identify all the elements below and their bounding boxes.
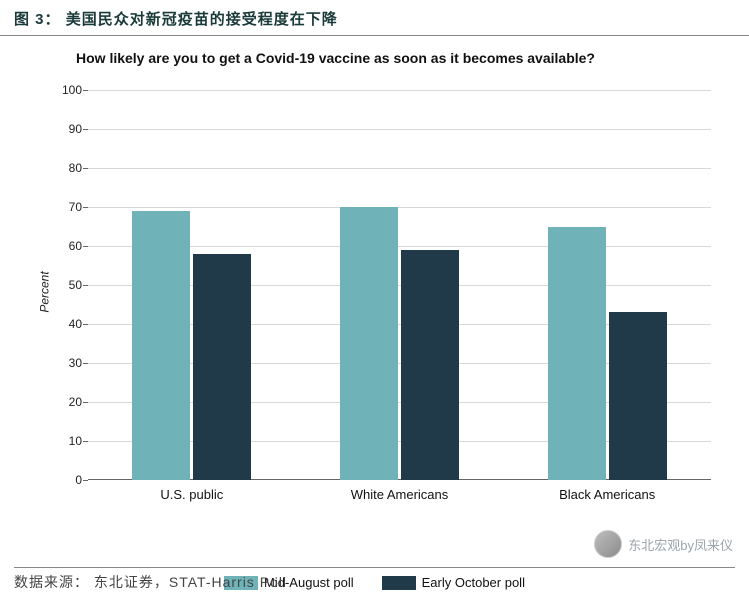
- y-tick-mark: [83, 285, 88, 286]
- source-divider: [14, 567, 735, 568]
- bar: [193, 254, 251, 480]
- y-tick-mark: [83, 363, 88, 364]
- chart-area: How likely are you to get a Covid-19 vac…: [18, 42, 731, 542]
- y-tick-mark: [83, 90, 88, 91]
- y-tick-mark: [83, 441, 88, 442]
- y-tick-label: 80: [52, 161, 82, 175]
- bar: [340, 207, 398, 480]
- y-tick-mark: [83, 480, 88, 481]
- grid-line: [88, 90, 711, 91]
- legend-label: Early October poll: [422, 575, 525, 590]
- bar: [132, 211, 190, 480]
- grid-line: [88, 207, 711, 208]
- y-tick-label: 70: [52, 200, 82, 214]
- y-tick-label: 20: [52, 395, 82, 409]
- chart-title: How likely are you to get a Covid-19 vac…: [18, 42, 731, 80]
- y-tick-label: 60: [52, 239, 82, 253]
- y-tick-mark: [83, 246, 88, 247]
- legend-swatch: [382, 576, 416, 590]
- figure-caption: 美国民众对新冠疫苗的接受程度在下降: [66, 11, 338, 28]
- y-tick-label: 30: [52, 356, 82, 370]
- x-tick-label: U.S. public: [160, 487, 223, 502]
- grid-line: [88, 168, 711, 169]
- source-text: 东北证券，STAT-Harris Poll: [94, 574, 287, 590]
- y-tick-label: 100: [52, 83, 82, 97]
- y-axis-label: Percent: [38, 271, 52, 312]
- watermark-text: 东北宏观by凤来仪: [628, 535, 733, 554]
- grid-line: [88, 129, 711, 130]
- y-tick-label: 40: [52, 317, 82, 331]
- y-tick-mark: [83, 402, 88, 403]
- bar: [609, 312, 667, 480]
- bar: [548, 227, 606, 481]
- figure-title: 图 3： 美国民众对新冠疫苗的接受程度在下降: [0, 0, 749, 36]
- y-tick-label: 90: [52, 122, 82, 136]
- y-tick-mark: [83, 207, 88, 208]
- legend-item: Early October poll: [382, 575, 525, 590]
- y-tick-mark: [83, 129, 88, 130]
- y-tick-label: 50: [52, 278, 82, 292]
- y-tick-label: 0: [52, 473, 82, 487]
- y-tick-mark: [83, 168, 88, 169]
- watermark: 东北宏观by凤来仪: [594, 530, 733, 558]
- x-tick-label: Black Americans: [559, 487, 655, 502]
- y-tick-label: 10: [52, 434, 82, 448]
- source-line: 数据来源： 东北证券，STAT-Harris Poll: [14, 572, 287, 592]
- plot-region: 0102030405060708090100U.S. publicWhite A…: [88, 90, 711, 480]
- avatar-icon: [594, 530, 622, 558]
- bar: [401, 250, 459, 480]
- x-tick-label: White Americans: [351, 487, 449, 502]
- y-tick-mark: [83, 324, 88, 325]
- figure-label: 图 3：: [14, 11, 61, 28]
- source-prefix: 数据来源：: [14, 574, 89, 590]
